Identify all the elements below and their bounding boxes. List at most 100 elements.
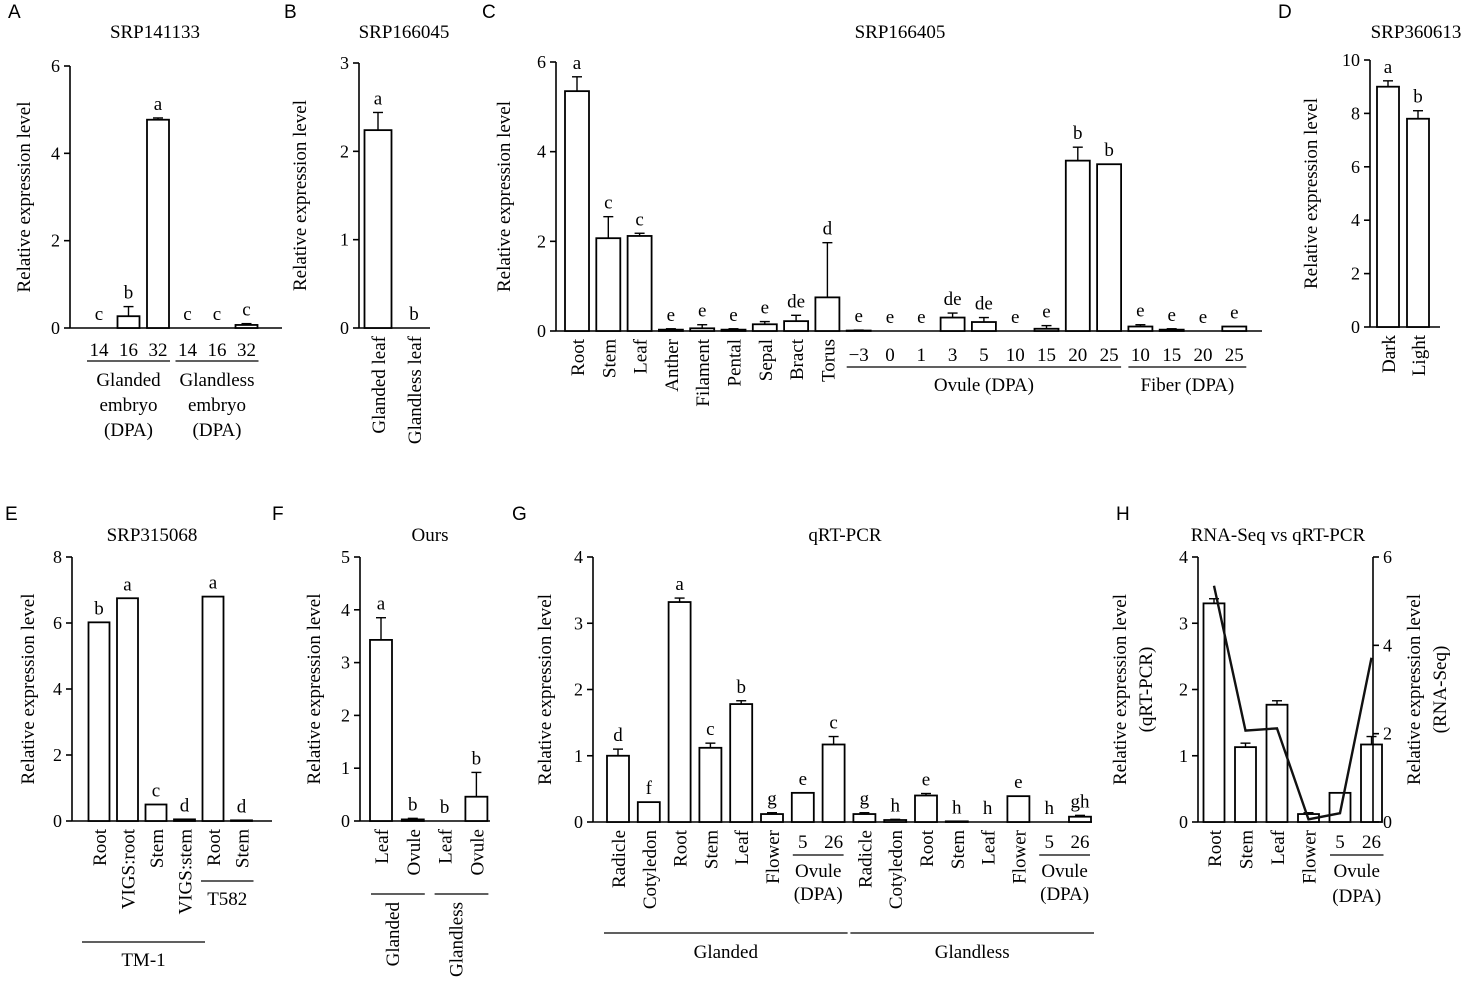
x-tick-label: 26 (1362, 832, 1381, 853)
significance-letter: a (1384, 57, 1393, 78)
bar (790, 791, 815, 823)
y-tick-label: 6 (537, 52, 546, 72)
bar (1406, 117, 1430, 328)
bar (1158, 328, 1185, 332)
y-axis-label: Relative expression level (18, 594, 39, 785)
y-tick-label: 0 (537, 321, 546, 341)
group-label: (DPA) (193, 420, 242, 441)
y-tick-label: 1 (340, 230, 349, 250)
significance-letter: e (667, 305, 675, 326)
chart-title: RNA-Seq vs qRT-PCR (1191, 525, 1366, 546)
bar (1006, 795, 1031, 823)
panel-d: D SRP360613 0 2 4 6 8 10 Relative expression lev… (1278, 2, 1461, 376)
significance-letter: b (440, 797, 450, 818)
significance-letter: e (729, 305, 737, 326)
y-tick-label: 2 (51, 231, 60, 251)
significance-letter: g (767, 789, 777, 810)
y-tick-label: 0 (51, 318, 60, 338)
chart-title: qRT-PCR (808, 525, 881, 546)
x-tick-label: Dark (1379, 335, 1400, 373)
significance-letter: c (635, 209, 643, 230)
panel-c: C SRP166405 0 2 4 6 Relative expression level a… (482, 2, 1262, 407)
y2-tick-label: 4 (1383, 635, 1392, 655)
y-tick-label: 8 (53, 547, 62, 567)
bar (144, 803, 168, 822)
x-tick-label: Stem (233, 829, 254, 868)
significance-letter: a (573, 53, 582, 74)
bar (146, 118, 170, 329)
significance-letter: h (952, 797, 962, 818)
bar (464, 795, 489, 822)
x-tick-label: Flower (1300, 829, 1321, 884)
x-tick-label: Stem (1237, 830, 1258, 869)
significance-letter: a (377, 594, 386, 615)
x-tick-label: 26 (824, 832, 843, 853)
bar (1033, 327, 1060, 332)
bar (883, 819, 908, 823)
bar (1064, 159, 1091, 332)
x-tick-label: 20 (1068, 345, 1087, 366)
x-tick-label: VIGS:root (119, 828, 140, 909)
bar (1221, 325, 1248, 332)
significance-letter: b (1413, 87, 1423, 108)
bar (852, 813, 877, 823)
bar (201, 595, 225, 822)
x-tick-label: Glandless leaf (405, 335, 426, 444)
bar (173, 818, 196, 822)
x-tick-label: Ovule (467, 829, 488, 875)
y2-axis-label: Relative expression level (1404, 594, 1425, 785)
x-tick-label: Torus (818, 339, 839, 382)
x-tick-label: Bract (787, 338, 808, 380)
subgroup-label: (DPA) (1040, 884, 1089, 905)
significance-letter: e (854, 306, 862, 327)
group-label: Glandless (447, 902, 468, 977)
bar (230, 819, 253, 822)
bar (1265, 703, 1289, 823)
x-tick-label: 3 (948, 345, 958, 366)
panel-a: A SRP141133 0 2 4 6 Relative expression level c… (8, 2, 282, 441)
y-tick-label: 3 (341, 653, 350, 673)
x-tick-label: Root (917, 829, 938, 867)
bar (760, 813, 784, 823)
bar (595, 237, 622, 332)
group-label: embryo (99, 395, 157, 416)
group-label: Glandless (935, 942, 1010, 963)
panel-f: F Ours 0 1 2 3 4 5 Relative expression level a b b b… (272, 504, 490, 977)
y-tick-label: 3 (574, 613, 583, 633)
rna-seq-line (1212, 585, 1373, 821)
bar (751, 323, 778, 332)
bar (626, 235, 653, 332)
chart-title: SRP315068 (107, 525, 198, 546)
y-tick-label: 2 (574, 680, 583, 700)
significance-letter: e (1014, 772, 1022, 793)
chart-title: SRP141133 (110, 22, 200, 43)
x-tick-label: 15 (1162, 345, 1181, 366)
x-tick-label: Stem (948, 830, 969, 869)
y-axis-label: (qRT-PCR) (1136, 647, 1157, 733)
bar (87, 621, 111, 822)
y-tick-label: 0 (574, 812, 583, 832)
y-tick-label: 0 (53, 811, 62, 831)
x-tick-label: 20 (1194, 345, 1213, 366)
y-axis-label: Relative expression level (304, 594, 325, 785)
y2-tick-label: 2 (1383, 724, 1392, 744)
group-label: TM-1 (121, 950, 165, 971)
x-tick-label: Stem (599, 339, 620, 378)
x-tick-label: Sepal (756, 339, 777, 381)
bar (116, 315, 141, 329)
significance-letter: a (154, 94, 163, 115)
x-tick-label: Radicle (855, 830, 876, 888)
chart-title: SRP166405 (855, 22, 946, 43)
bar (783, 320, 809, 332)
significance-letter: b (1073, 123, 1083, 144)
x-tick-label: 10 (1006, 345, 1025, 366)
significance-letter: d (237, 796, 247, 817)
significance-letter: e (1199, 307, 1207, 328)
panel-letter: C (482, 2, 496, 23)
x-tick-label: 5 (798, 832, 808, 853)
y-tick-label: 4 (1179, 547, 1188, 567)
y-tick-label: 2 (537, 231, 546, 251)
significance-letter: b (124, 283, 134, 304)
